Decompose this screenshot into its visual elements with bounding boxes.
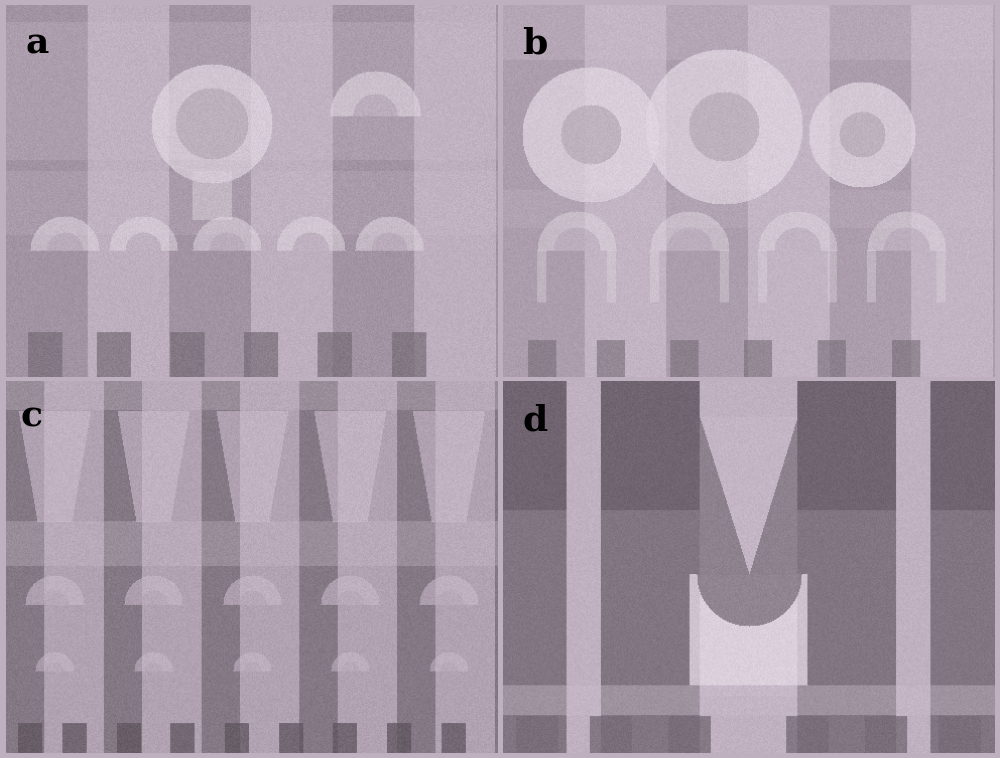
Text: b: b bbox=[523, 27, 548, 61]
Text: a: a bbox=[26, 27, 49, 61]
Text: c: c bbox=[21, 399, 43, 434]
Text: d: d bbox=[523, 403, 548, 437]
